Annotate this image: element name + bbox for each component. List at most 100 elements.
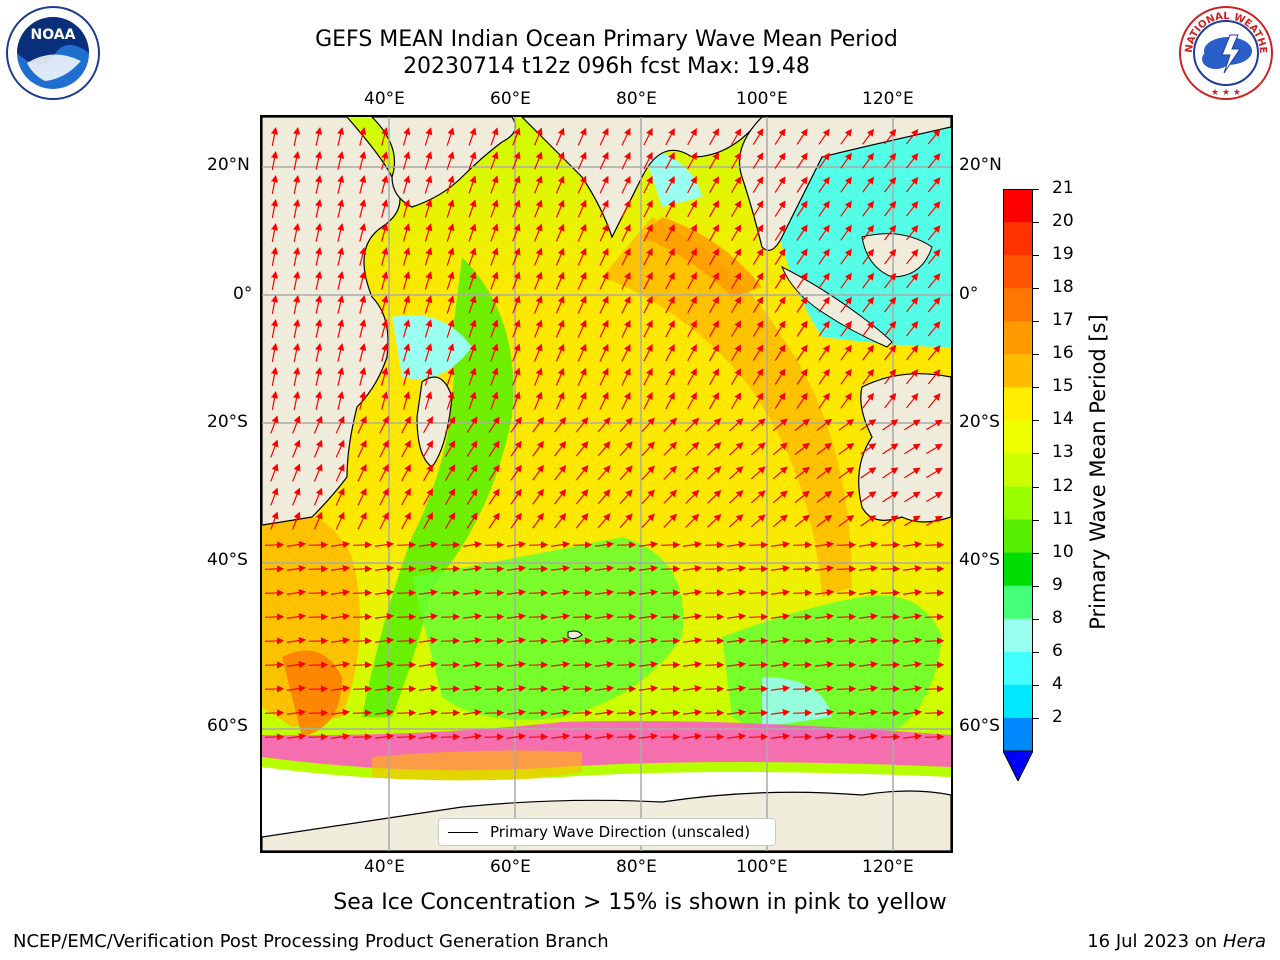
wave-direction-arrow	[924, 685, 945, 693]
wave-direction-arrow	[315, 319, 323, 338]
wave-direction-arrow	[446, 247, 455, 266]
wave-direction-arrow	[270, 487, 279, 506]
colorbar-segment	[1003, 486, 1033, 521]
wave-direction-arrow	[440, 709, 461, 717]
wave-direction-arrow	[619, 465, 633, 481]
wave-direction-arrow	[903, 589, 923, 597]
wave-direction-arrow	[577, 343, 587, 362]
wave-direction-arrow	[381, 367, 389, 386]
wave-direction-arrow	[641, 513, 655, 529]
wave-direction-arrow	[555, 367, 565, 386]
wave-direction-arrow	[924, 709, 945, 717]
wave-direction-arrow	[335, 487, 345, 506]
wave-direction-arrow	[484, 565, 505, 573]
wave-direction-arrow	[792, 613, 813, 621]
wave-direction-arrow	[707, 513, 722, 528]
wave-direction-arrow	[707, 417, 722, 432]
wave-direction-arrow	[838, 490, 855, 503]
wave-direction-arrow	[359, 391, 367, 410]
wave-direction-arrow	[727, 637, 747, 645]
wave-direction-arrow	[293, 175, 301, 194]
colorbar-segment	[1003, 519, 1033, 554]
wave-direction-arrow	[880, 589, 901, 597]
wave-direction-arrow	[836, 685, 857, 693]
footer-machine: Hera	[1222, 931, 1266, 952]
wave-direction-arrow	[468, 391, 477, 410]
wave-direction-arrow	[528, 613, 549, 621]
wave-direction-arrow	[683, 733, 703, 741]
svg-text:★ ★ ★: ★ ★ ★	[1211, 88, 1241, 98]
wave-direction-arrow	[379, 439, 389, 458]
wave-direction-arrow	[419, 613, 439, 621]
wave-direction-arrow	[551, 709, 571, 717]
wave-direction-arrow	[859, 565, 879, 573]
wave-direction-arrow	[597, 417, 611, 433]
wave-direction-arrow	[862, 392, 875, 409]
wave-direction-arrow	[335, 511, 345, 530]
wave-direction-arrow	[577, 151, 587, 170]
wave-direction-arrow	[528, 685, 549, 693]
wave-direction-arrow	[836, 733, 857, 741]
wave-direction-arrow	[599, 319, 609, 338]
wave-direction-arrow	[884, 224, 897, 241]
wave-direction-arrow	[818, 296, 830, 313]
wave-direction-arrow	[794, 490, 810, 504]
wave-direction-arrow	[337, 199, 345, 218]
wave-direction-arrow	[510, 512, 522, 529]
wave-direction-arrow	[551, 637, 571, 645]
wave-direction-arrow	[927, 249, 941, 265]
wave-direction-arrow	[882, 515, 899, 527]
wave-direction-arrow	[484, 589, 505, 597]
colorbar-tick-label: 10	[1052, 541, 1074, 562]
wave-direction-arrow	[748, 637, 769, 645]
lon-label-top: 60°E	[490, 89, 531, 109]
wave-direction-arrow	[704, 709, 725, 717]
wave-direction-arrow	[905, 248, 919, 265]
wave-direction-arrow	[903, 637, 923, 645]
wave-direction-arrow	[862, 344, 875, 361]
wave-direction-arrow	[818, 224, 830, 241]
colorbar-segment	[1003, 684, 1033, 719]
wave-direction-arrow	[905, 200, 919, 217]
map-panel[interactable]	[260, 115, 953, 853]
wave-direction-arrow	[880, 685, 901, 693]
wave-direction-arrow	[352, 565, 373, 573]
wave-direction-arrow	[903, 541, 923, 549]
wave-direction-arrow	[818, 200, 830, 217]
wave-direction-arrow	[665, 319, 675, 338]
wave-direction-arrow	[619, 417, 633, 433]
wave-direction-arrow	[396, 685, 417, 693]
wave-direction-arrow	[528, 589, 549, 597]
wave-direction-arrow	[292, 511, 301, 530]
borneo-land	[861, 233, 933, 278]
wave-direction-arrow	[357, 487, 367, 506]
wave-direction-arrow	[271, 198, 279, 218]
wave-direction-arrow	[359, 151, 367, 170]
wave-direction-arrow	[862, 200, 875, 217]
wave-direction-arrow	[359, 295, 367, 314]
wave-direction-arrow	[728, 418, 744, 432]
lon-label-bottom: 100°E	[736, 857, 788, 877]
wave-direction-arrow	[621, 199, 631, 218]
wave-direction-arrow	[534, 343, 543, 362]
wave-direction-arrow	[927, 153, 941, 169]
swell-core-north	[642, 217, 762, 297]
wave-direction-arrow	[709, 296, 720, 314]
wave-direction-arrow	[293, 151, 301, 170]
wave-direction-arrow	[927, 393, 941, 409]
wave-direction-arrow	[927, 321, 941, 337]
wave-direction-arrow	[752, 152, 764, 169]
wave-direction-arrow	[555, 151, 565, 170]
wave-direction-arrow	[424, 391, 433, 410]
wave-direction-arrow	[643, 247, 653, 266]
wave-direction-arrow	[424, 343, 433, 362]
wave-direction-arrow	[402, 343, 411, 362]
wave-direction-arrow	[490, 247, 499, 266]
wave-direction-arrow	[728, 514, 744, 528]
wave-direction-arrow	[419, 709, 439, 717]
wave-direction-arrow	[643, 343, 653, 362]
wave-direction-arrow	[446, 151, 455, 170]
wave-direction-arrow	[440, 685, 461, 693]
wave-direction-arrow	[750, 490, 766, 504]
wave-direction-arrow	[709, 200, 720, 218]
